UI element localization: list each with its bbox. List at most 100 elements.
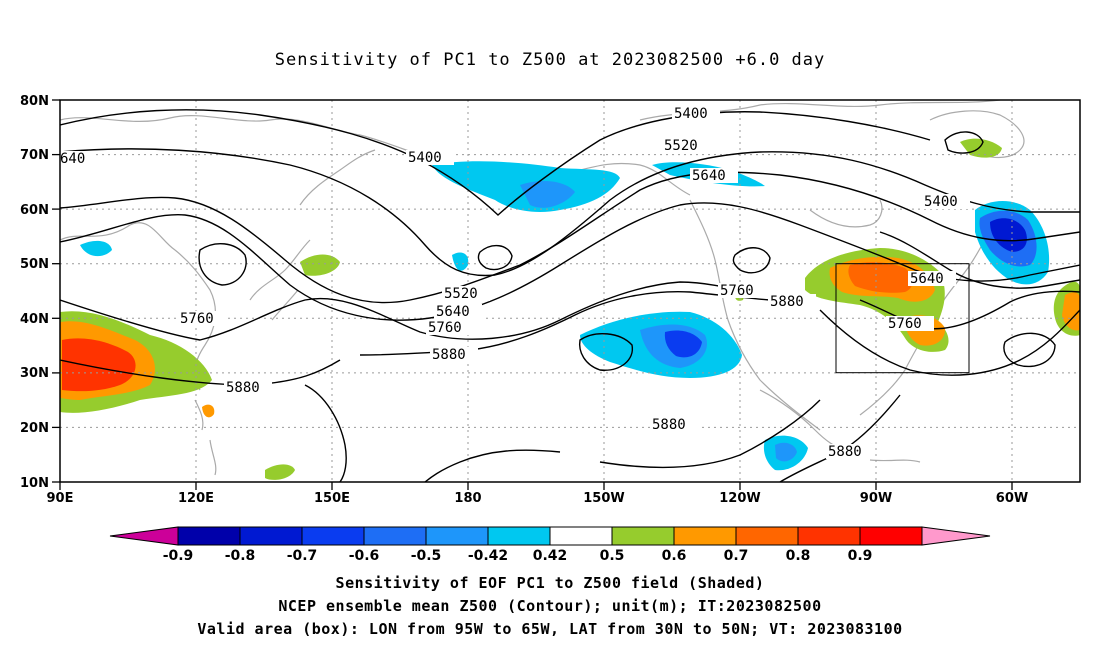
colorbar-cell — [673, 526, 737, 546]
colorbar-label: 0.8 — [786, 548, 811, 564]
negative-patch-east-pacific-c — [664, 330, 702, 358]
positive-patch-tropics-a — [265, 464, 295, 480]
coastline-kamchatka — [299, 149, 376, 206]
lat-label: 50N — [20, 257, 49, 272]
plot-frame — [59, 99, 1081, 483]
contour-labels: 5400 5520 5640 5400 5400 640 5520 5640 5… — [60, 106, 958, 460]
contour-line — [304, 384, 347, 482]
contour-line — [578, 333, 634, 371]
contour-line — [1003, 332, 1056, 368]
lon-label: 150E — [314, 491, 350, 506]
contour-label: 5640 — [910, 271, 944, 287]
colorbar-label: 0.9 — [848, 548, 873, 564]
colorbar-cell — [301, 526, 365, 546]
colorbar-label: -0.42 — [468, 548, 508, 564]
gridlines — [60, 100, 1080, 482]
contour-label: 5520 — [444, 286, 478, 302]
lat-label: 30N — [20, 366, 49, 381]
contour-label: 5760 — [428, 320, 462, 336]
colorbar-label: 0.6 — [662, 548, 687, 564]
coastline-na-west — [689, 199, 821, 431]
contour-line — [732, 247, 771, 274]
colorbar-left-triangle — [109, 526, 179, 546]
positive-patch-atlantic-edge-b — [1062, 292, 1080, 331]
valid-area-box — [835, 263, 970, 374]
lat-label: 70N — [20, 148, 49, 163]
positive-patch-greenland — [960, 138, 1002, 158]
negative-patch-north-pacific-b — [520, 180, 575, 208]
contour-line — [819, 309, 1080, 376]
colorbar-right-triangle — [921, 526, 991, 546]
coastline-korea-japan — [249, 239, 311, 321]
lon-label: 120W — [719, 491, 760, 506]
coastline-greenland — [929, 110, 1025, 159]
sensitivity-shading — [60, 138, 1080, 480]
latitude-labels: 80N 70N 60N 50N 40N 30N 20N 10N — [20, 94, 49, 491]
contour-label: 5400 — [924, 194, 958, 210]
coastline-asia-east — [60, 222, 217, 391]
negative-patch-small-a — [452, 252, 469, 271]
contour-line — [60, 202, 1080, 321]
coastline-caribbean — [869, 459, 921, 463]
contour-label: 5640 — [436, 304, 470, 320]
lon-label: 60W — [996, 491, 1028, 506]
contour-line — [198, 243, 247, 286]
longitude-labels: 90E 120E 150E 180 150W 120W 90W 60W — [47, 491, 1029, 506]
contour-label: 5880 — [226, 380, 260, 396]
colorbar-cell — [549, 526, 613, 546]
lon-label: 90E — [47, 491, 74, 506]
contour-line — [60, 281, 761, 341]
lat-label: 60N — [20, 203, 49, 218]
colorbar-cell — [363, 526, 427, 546]
contour-label: 5880 — [432, 347, 466, 363]
contour-line — [779, 394, 901, 482]
contour-line — [424, 399, 821, 482]
contour-label: 5880 — [770, 294, 804, 310]
lon-label: 120E — [178, 491, 214, 506]
contour-label-backgrounds — [60, 106, 970, 459]
colorbar-cell — [425, 526, 489, 546]
lon-label: 150W — [583, 491, 624, 506]
colorbar-label: -0.8 — [225, 548, 256, 564]
contour-line — [477, 245, 513, 271]
contour-label: 5760 — [180, 311, 214, 327]
lon-label: 90W — [860, 491, 892, 506]
negative-patch-north-atlantic-c — [990, 218, 1027, 252]
contour-label: 5400 — [408, 150, 442, 166]
colorbar: -0.9 -0.8 -0.7 -0.6 -0.5 -0.42 0.42 0.5 0.6 0.7 0.… — [109, 526, 991, 564]
contour-label: 5640 — [692, 168, 726, 184]
lat-label: 80N — [20, 94, 49, 109]
negative-patch-small-b — [80, 240, 112, 257]
contour-line — [944, 131, 984, 154]
contour-label: 5760 — [720, 283, 754, 299]
coastline-hudson — [809, 199, 883, 228]
positive-patch-ne-asia — [300, 254, 340, 276]
coastline-asia-north — [60, 115, 421, 156]
lon-label: 180 — [454, 491, 481, 506]
caption-line-2: NCEP ensemble mean Z500 (Contour); unit(… — [278, 597, 822, 615]
z500-contours — [60, 109, 1080, 482]
colorbar-label: -0.6 — [349, 548, 380, 564]
contour-label: 5520 — [664, 138, 698, 154]
contour-label: 640 — [60, 151, 85, 167]
tick-marks — [52, 99, 1013, 490]
colorbar-label: 0.5 — [600, 548, 625, 564]
contour-label: 5400 — [674, 106, 708, 122]
positive-patch-tropics-b — [202, 404, 215, 418]
colorbar-cell — [797, 526, 861, 546]
lat-label: 10N — [20, 476, 49, 491]
positive-patch-east-asia-red — [62, 338, 136, 392]
colorbar-cell — [859, 526, 923, 546]
colorbar-label: -0.7 — [287, 548, 318, 564]
coastline-philippines — [194, 399, 217, 476]
lat-label: 20N — [20, 421, 49, 436]
contour-line — [60, 148, 1080, 277]
colorbar-cell — [735, 526, 799, 546]
negative-patch-mexico-b — [775, 442, 797, 462]
lat-label: 40N — [20, 312, 49, 327]
contour-label: 5880 — [652, 417, 686, 433]
colorbar-label: -0.5 — [411, 548, 442, 564]
colorbar-label: -0.9 — [163, 548, 194, 564]
contour-label: 5880 — [828, 444, 862, 460]
